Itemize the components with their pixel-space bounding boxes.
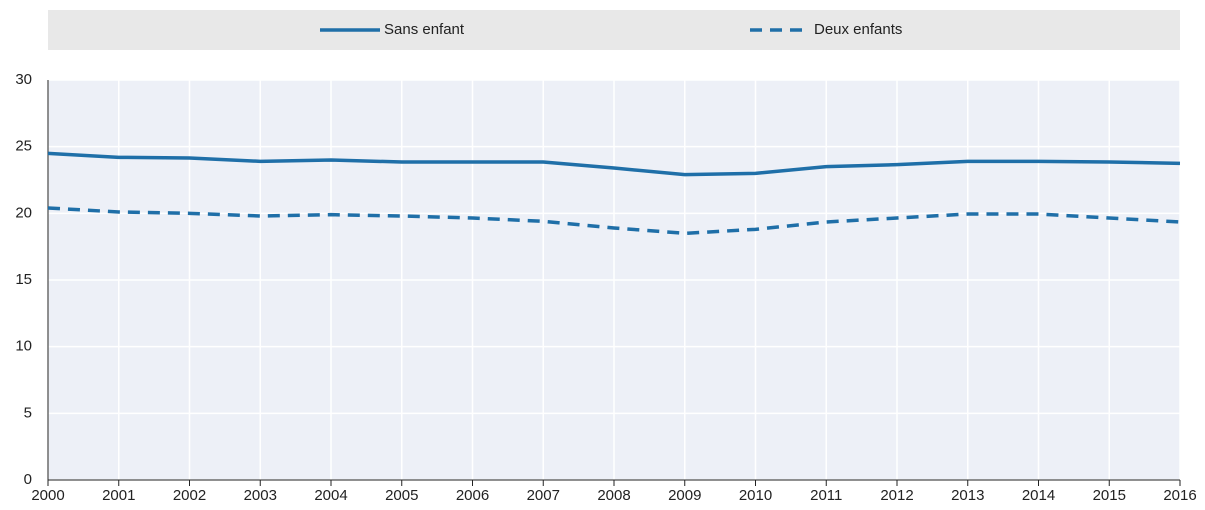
x-tick-label: 2013 [951,487,984,504]
y-tick-label: 10 [15,338,32,355]
x-tick-label: 2002 [173,487,206,504]
x-tick-label: 2001 [102,487,135,504]
x-tick-label: 2009 [668,487,701,504]
x-tick-label: 2016 [1163,487,1196,504]
x-tick-label: 2000 [31,487,64,504]
legend-background [48,10,1180,50]
x-tick-label: 2012 [880,487,913,504]
x-tick-label: 2011 [810,487,842,504]
y-tick-label: 0 [24,471,32,488]
x-tick-label: 2004 [314,487,347,504]
x-tick-label: 2006 [456,487,489,504]
x-tick-label: 2014 [1022,487,1055,504]
y-tick-label: 20 [15,204,32,221]
series-line [47,206,1181,236]
legend-label: Deux enfants [814,21,902,38]
y-tick-label: 25 [15,138,32,155]
x-tick-label: 2003 [244,487,277,504]
series-line [47,151,1181,177]
y-tick-label: 15 [15,271,32,288]
x-tick-label: 2005 [385,487,418,504]
x-tick-label: 2015 [1093,487,1126,504]
x-tick-label: 2007 [527,487,560,504]
y-tick-label: 5 [24,404,32,421]
y-tick-label: 30 [15,71,32,88]
x-tick-label: 2008 [597,487,630,504]
legend-label: Sans enfant [384,21,465,38]
x-tick-label: 2010 [739,487,772,504]
